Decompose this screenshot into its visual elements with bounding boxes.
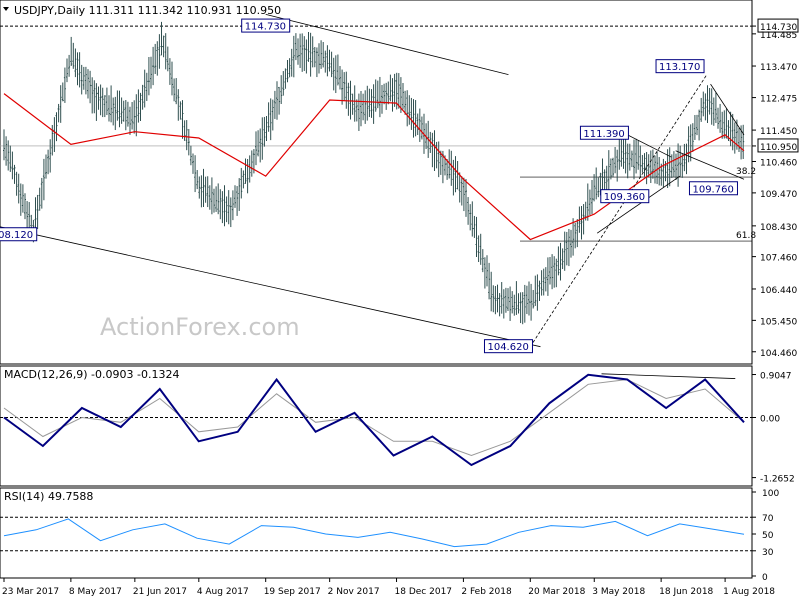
price-annotation-box (579, 125, 629, 140)
lower-channel-line (0, 226, 541, 348)
triangle-upper-line (621, 131, 672, 158)
rsi-line (3, 518, 745, 548)
price-annotation-label: 109.760 (692, 184, 733, 195)
price-tag-box (757, 138, 799, 153)
x-tick-label: 8 May 2017 (69, 587, 122, 597)
price-y-label: 109.470 (760, 190, 797, 200)
price-annotation-box (655, 59, 705, 74)
price-annotation-label: 109.360 (604, 192, 645, 203)
price-tag-box (757, 18, 799, 33)
rsi-title: RSI(14) 49.7588 (4, 490, 93, 503)
fib-61-label: 61.8 (736, 231, 756, 241)
rsi-y-label: 0 (762, 573, 768, 583)
x-tick-label: 4 Aug 2017 (197, 587, 249, 597)
price-annotation-box (241, 18, 291, 33)
macd-y-label: -1.2652 (760, 475, 795, 485)
price-y-label: 110.950 (760, 143, 797, 153)
wedge-upper-line (710, 83, 745, 136)
rsi-panel (0, 487, 753, 579)
dropdown-icon[interactable] (3, 7, 9, 11)
macd-panel (0, 365, 753, 487)
macd-signal-line (3, 378, 745, 457)
x-tick-label: 1 Aug 2018 (723, 587, 775, 597)
x-tick-label: 2 Feb 2018 (461, 587, 512, 597)
x-tick-label: 18 Dec 2017 (395, 587, 453, 597)
macd-y-label: 0.9047 (760, 372, 792, 382)
macd-y-label: 0.00 (760, 415, 780, 425)
x-tick-label: 3 May 2018 (592, 587, 645, 597)
price-y-label: 110.460 (760, 158, 797, 168)
x-tick-label: 21 Jun 2017 (133, 587, 187, 597)
upper-channel-line (265, 13, 509, 75)
ema-line (3, 93, 745, 241)
price-annotation-box (483, 339, 533, 354)
price-y-label: 107.460 (760, 254, 797, 264)
price-annotation-box (0, 227, 38, 242)
x-tick-label: 19 Sep 2017 (264, 587, 321, 597)
price-y-label: 104.460 (760, 349, 797, 359)
price-panel (0, 0, 753, 365)
price-y-label: 113.470 (760, 63, 797, 73)
price-y-label: 108.430 (760, 223, 797, 233)
price-y-label: 105.450 (760, 317, 797, 327)
x-tick-label: 23 Mar 2017 (2, 587, 59, 597)
price-annotation-label: 114.730 (245, 22, 286, 33)
triangle-lower-line (596, 175, 681, 234)
watermark: ActionForex.com (100, 313, 300, 341)
price-y-label: 114.730 (760, 23, 797, 33)
price-y-label: 112.475 (760, 95, 797, 105)
price-annotation-box (600, 189, 650, 204)
x-tick-label: 20 Mar 2018 (528, 587, 585, 597)
price-y-label: 111.450 (760, 127, 797, 137)
price-layer: 114.730 113.170 111.390 109.760 109.360 104.6… (0, 13, 756, 354)
rsi-y-label: 70 (762, 514, 774, 524)
rsi-y-label: 100 (762, 489, 779, 499)
price-y-label: 106.440 (760, 286, 797, 296)
macd-layer (0, 373, 752, 467)
price-chart-title: USDJPY,Daily 111.311 111.342 110.931 110… (14, 4, 281, 17)
macd-line (3, 373, 745, 467)
axis-layer: 114.730114.485113.470112.475111.450110.9… (2, 18, 799, 597)
macd-divergence-line (601, 373, 736, 379)
price-y-label: 114.485 (760, 31, 797, 41)
rsi-layer (0, 516, 752, 552)
rising-dashed-line (529, 75, 707, 347)
fib-38-label: 38.2 (736, 167, 756, 177)
wedge-lower-line (675, 150, 745, 180)
x-tick-label: 18 Jun 2018 (659, 587, 713, 597)
rsi-y-label: 30 (762, 548, 774, 558)
x-tick-label: 2 Nov 2017 (328, 587, 380, 597)
price-annotation-label: 104.620 (487, 342, 528, 353)
price-annotation-label: 108.120 (0, 230, 33, 241)
macd-title: MACD(12,26,9) -0.0903 -0.1324 (4, 368, 179, 381)
price-annotation-label: 111.390 (583, 129, 624, 140)
rsi-y-label: 50 (762, 531, 774, 541)
price-annotation-label: 113.170 (659, 62, 700, 73)
price-annotation-box (688, 181, 738, 196)
